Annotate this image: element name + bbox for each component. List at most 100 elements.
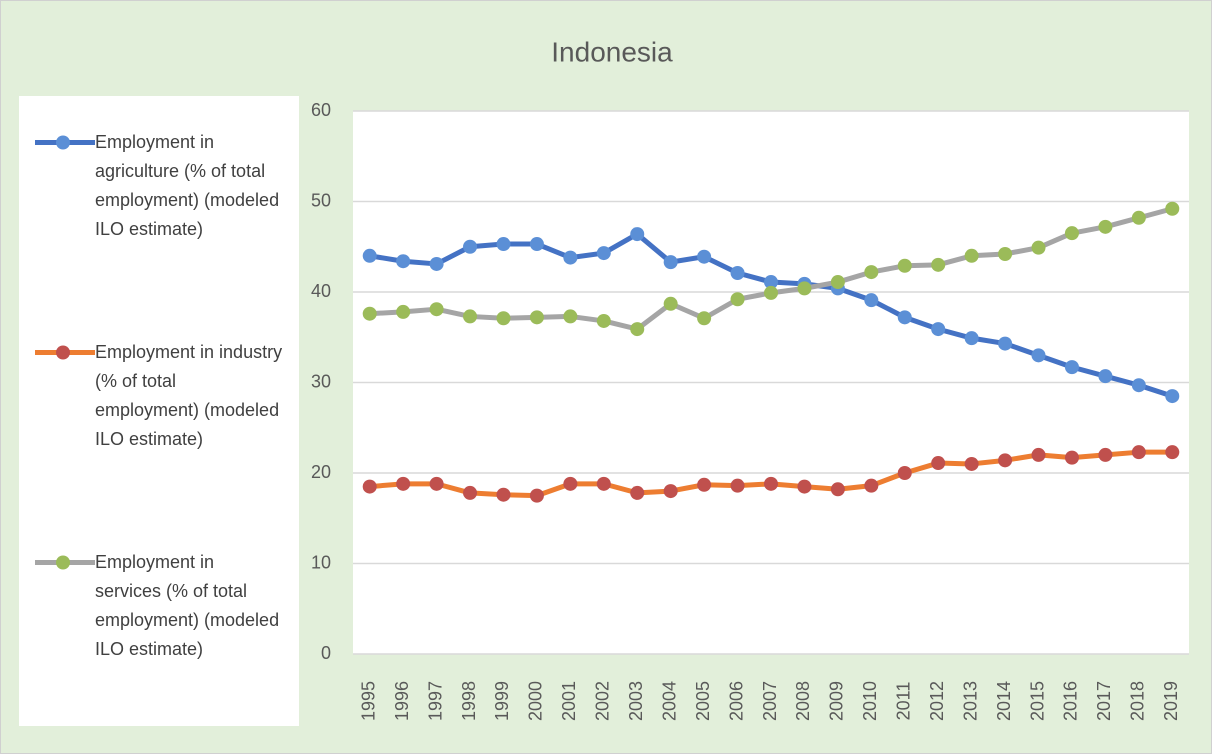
- data-point: [463, 309, 478, 324]
- data-point: [396, 254, 411, 269]
- x-tick-label: 1999: [492, 681, 512, 721]
- data-point: [1064, 360, 1079, 375]
- x-tick-label: 2002: [593, 681, 613, 721]
- data-point: [730, 478, 745, 493]
- y-tick-label: 0: [321, 643, 331, 663]
- data-point: [697, 249, 712, 264]
- x-tick-label: 1998: [459, 681, 479, 721]
- x-tick-label: 2007: [760, 681, 780, 721]
- y-tick-label: 30: [311, 371, 331, 391]
- data-point: [697, 311, 712, 326]
- data-point: [998, 246, 1013, 261]
- data-point: [1098, 219, 1113, 234]
- legend-dot: [56, 345, 70, 360]
- data-point: [596, 476, 611, 491]
- data-point: [529, 310, 544, 325]
- data-point: [931, 257, 946, 272]
- data-point: [897, 466, 912, 480]
- data-point: [630, 227, 645, 242]
- data-point: [697, 477, 712, 492]
- chart-title: Indonesia: [551, 36, 673, 67]
- data-point: [1031, 240, 1046, 255]
- legend-entry: Employment in services (% of total emplo…: [35, 548, 297, 664]
- data-point: [529, 237, 544, 252]
- data-point: [998, 336, 1013, 351]
- data-point: [864, 293, 879, 308]
- x-tick-label: 2019: [1161, 681, 1181, 721]
- legend-marker: [35, 555, 95, 570]
- data-point: [864, 478, 879, 493]
- x-tick-label: 2008: [793, 681, 813, 721]
- x-tick-label: 2001: [559, 681, 579, 721]
- data-point: [1131, 210, 1146, 225]
- data-point: [429, 256, 444, 271]
- data-point: [730, 265, 745, 280]
- data-point: [362, 479, 377, 494]
- x-tick-label: 2006: [726, 681, 746, 721]
- data-point: [496, 487, 511, 502]
- x-tick-label: 2011: [894, 682, 914, 721]
- legend-dot: [56, 135, 70, 150]
- data-point: [830, 482, 845, 497]
- data-point: [429, 476, 444, 491]
- data-point: [797, 281, 812, 296]
- data-point: [596, 313, 611, 328]
- x-tick-label: 2016: [1061, 681, 1081, 721]
- data-point: [563, 309, 578, 324]
- data-point: [931, 456, 946, 471]
- legend-label: Employment in industry (% of total emplo…: [95, 342, 283, 449]
- data-point: [764, 275, 778, 290]
- data-point: [1031, 447, 1046, 462]
- legend-entry: Employment in industry (% of total emplo…: [35, 338, 297, 454]
- legend-entry: Employment in agriculture (% of total em…: [35, 128, 297, 244]
- data-point: [362, 248, 377, 263]
- x-tick-label: 2003: [626, 681, 646, 721]
- data-point: [1165, 389, 1180, 404]
- x-tick-label: 2004: [659, 681, 679, 721]
- data-point: [663, 296, 678, 311]
- data-point: [964, 248, 979, 263]
- data-point: [630, 485, 645, 500]
- data-point: [797, 479, 812, 494]
- x-tick-label: 1995: [358, 681, 378, 721]
- data-point: [897, 310, 912, 325]
- data-point: [563, 250, 578, 265]
- x-tick-label: 2015: [1027, 681, 1047, 721]
- data-point: [764, 476, 778, 491]
- data-point: [1064, 226, 1079, 241]
- data-point: [630, 322, 645, 337]
- y-tick-label: 60: [311, 100, 331, 120]
- data-point: [496, 311, 511, 326]
- data-point: [429, 302, 444, 317]
- legend: Employment in agriculture (% of total em…: [19, 96, 299, 726]
- data-point: [1031, 348, 1046, 363]
- data-point: [897, 258, 912, 273]
- data-point: [764, 285, 778, 300]
- legend-dot: [56, 555, 70, 570]
- x-tick-label: 2018: [1128, 681, 1148, 721]
- x-tick-label: 2010: [860, 681, 880, 721]
- x-tick-label: 2014: [994, 681, 1014, 721]
- legend-label: Employment in services (% of total emplo…: [95, 552, 280, 659]
- legend-marker: [35, 345, 95, 360]
- y-tick-label: 20: [311, 462, 331, 482]
- data-point: [396, 476, 411, 491]
- x-tick-label: 2017: [1094, 681, 1114, 721]
- legend-label: Employment in agriculture (% of total em…: [95, 132, 280, 239]
- data-point: [529, 488, 544, 503]
- x-tick-label: 1997: [425, 681, 445, 721]
- x-tick-label: 2013: [960, 681, 980, 721]
- data-point: [864, 265, 879, 280]
- data-point: [663, 255, 678, 270]
- data-point: [1165, 201, 1180, 216]
- x-tick-label: 1996: [392, 681, 412, 721]
- data-point: [964, 456, 979, 471]
- y-tick-label: 50: [311, 190, 331, 210]
- x-tick-label: 2000: [526, 681, 546, 721]
- x-tick-label: 2009: [827, 681, 847, 721]
- data-point: [998, 453, 1013, 468]
- data-point: [496, 237, 511, 252]
- data-point: [1064, 450, 1079, 465]
